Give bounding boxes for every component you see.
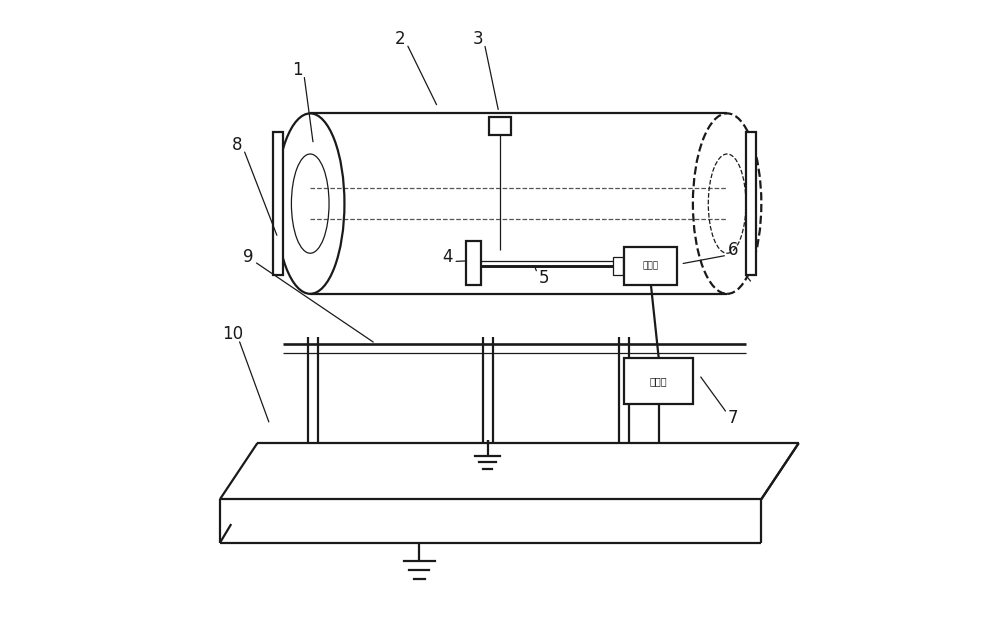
Text: 9: 9 [243,248,253,266]
Bar [624,357,693,404]
Text: 3: 3 [473,30,484,48]
Bar [624,247,677,284]
Bar [746,132,756,275]
Text: 6: 6 [728,241,739,259]
Text: 7: 7 [728,409,739,428]
Text: 显示器: 显示器 [650,376,667,386]
Text: 1: 1 [292,61,303,79]
Text: 4: 4 [442,248,452,266]
Bar [273,132,283,275]
Text: 8: 8 [232,136,243,154]
Bar [489,116,511,135]
Text: 2: 2 [395,30,406,48]
Text: 放大器: 放大器 [643,261,659,271]
Text: 10: 10 [222,325,243,343]
Bar [466,241,481,284]
Text: 5: 5 [538,269,549,288]
Bar [613,256,623,275]
